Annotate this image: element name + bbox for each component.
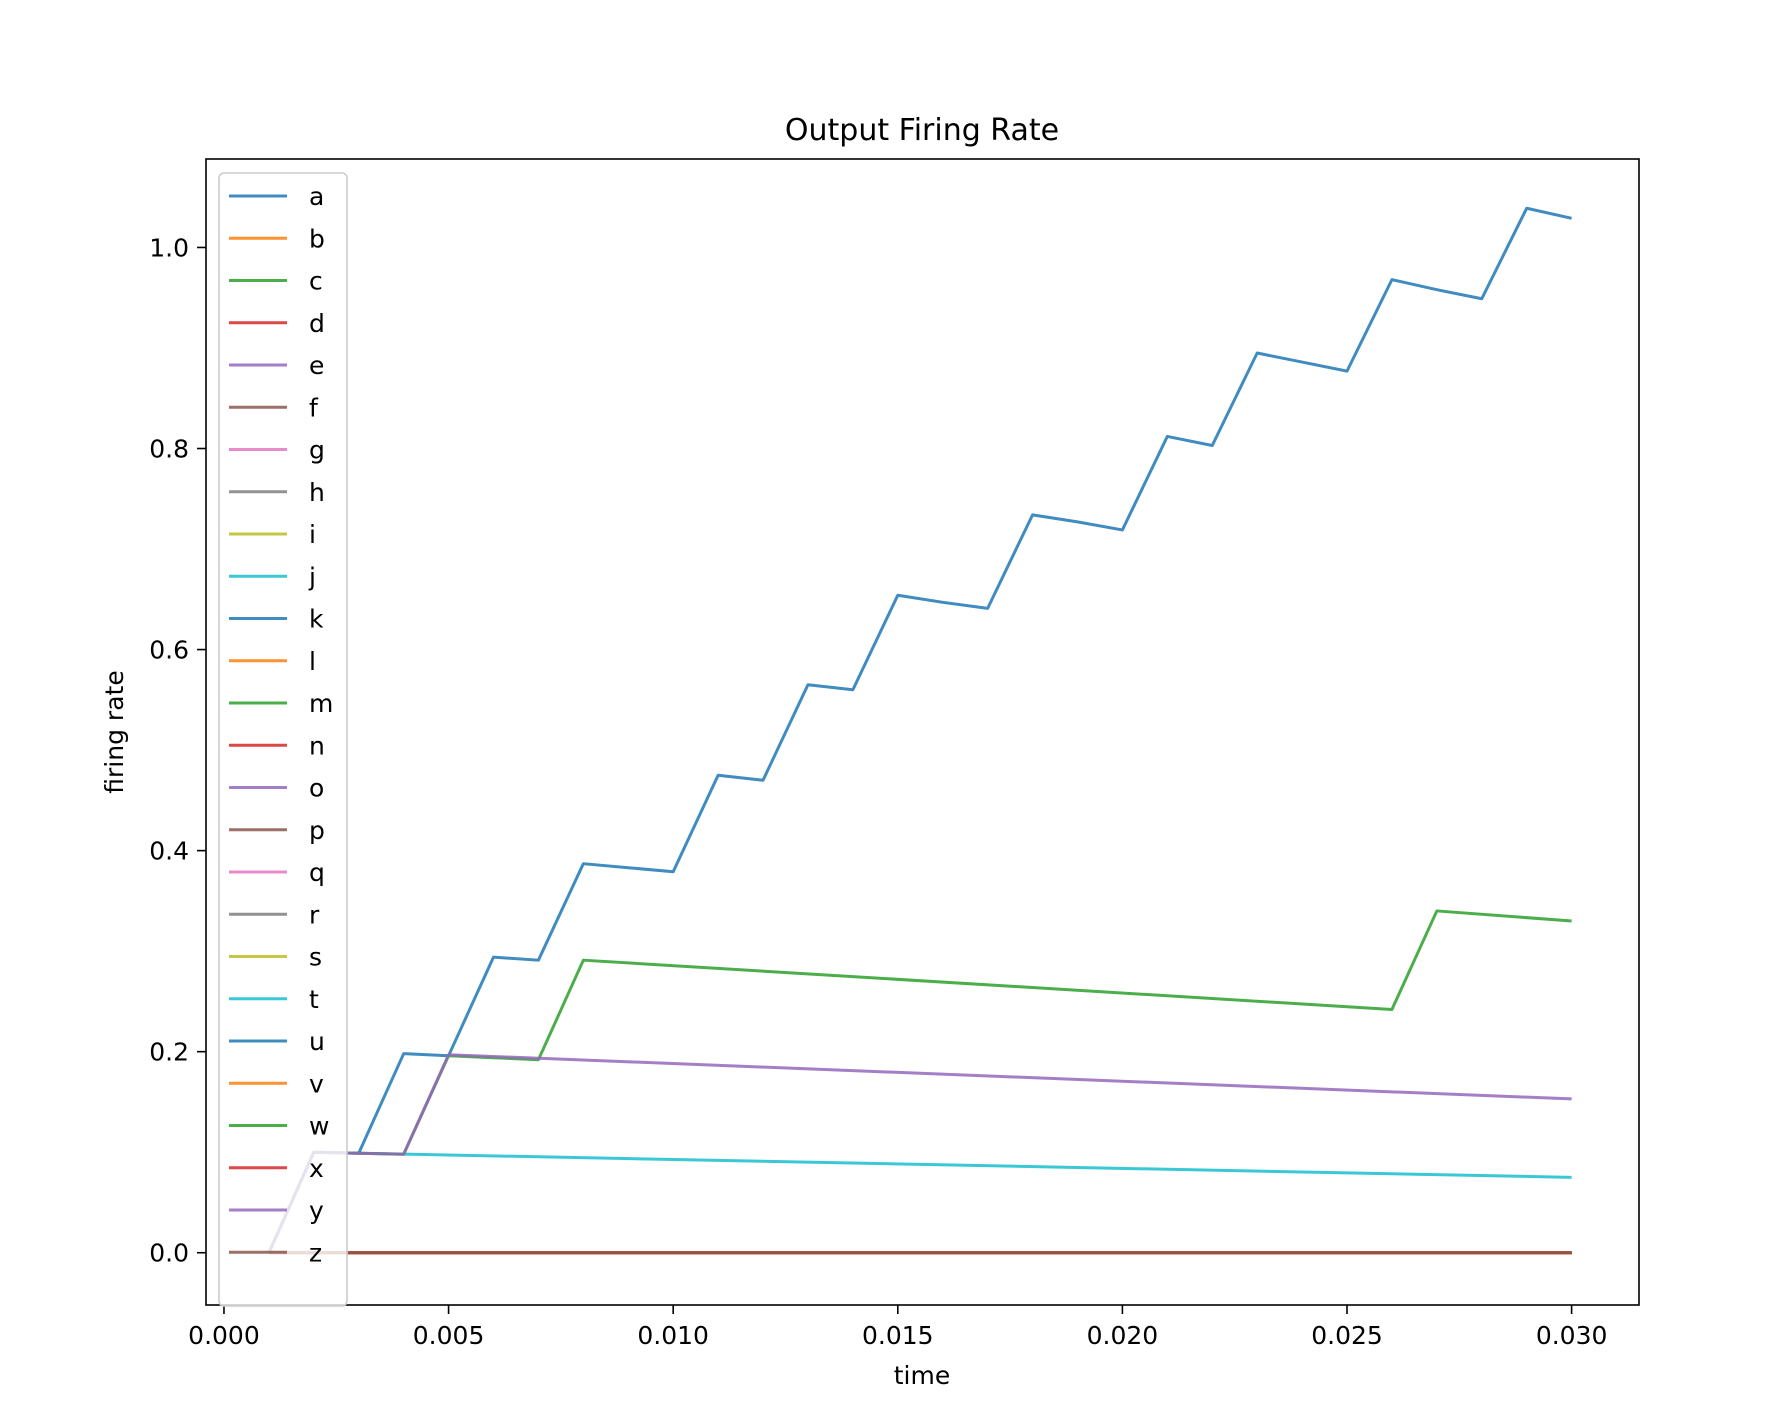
x-tick-label: 0.030 xyxy=(1536,1321,1608,1350)
legend-label-k: k xyxy=(309,605,324,634)
legend-label-u: u xyxy=(309,1027,325,1056)
legend-label-j: j xyxy=(308,562,316,591)
legend-label-e: e xyxy=(309,351,324,380)
x-tick-label: 0.025 xyxy=(1311,1321,1383,1350)
y-tick-label: 0.2 xyxy=(149,1038,189,1067)
legend-label-c: c xyxy=(309,267,323,296)
y-axis-label: firing rate xyxy=(100,670,129,793)
legend-label-q: q xyxy=(309,858,325,887)
legend-label-v: v xyxy=(309,1069,324,1098)
x-tick-label: 0.000 xyxy=(188,1321,260,1350)
legend-label-w: w xyxy=(309,1112,329,1141)
x-tick-label: 0.020 xyxy=(1087,1321,1159,1350)
x-axis-label: time xyxy=(894,1361,950,1390)
legend-label-l: l xyxy=(309,647,316,676)
legend-label-f: f xyxy=(309,393,319,422)
legend-label-m: m xyxy=(309,689,333,718)
y-tick-label: 0.4 xyxy=(149,837,189,866)
plot-frame xyxy=(205,158,1640,1306)
series-layer xyxy=(267,206,1572,1255)
x-tick-label: 0.010 xyxy=(637,1321,709,1350)
legend-label-p: p xyxy=(309,816,325,845)
legend-label-y: y xyxy=(309,1196,324,1225)
legend-label-n: n xyxy=(309,731,325,760)
x-axis: 0.000 0.005 0.010 0.015 0.020 0.025 0.030 xyxy=(188,1305,1607,1350)
legend-label-x: x xyxy=(309,1154,324,1183)
legend-label-o: o xyxy=(309,774,324,803)
series-line-u xyxy=(267,206,1572,1254)
legend-label-h: h xyxy=(309,478,325,507)
y-tick-label: 1.0 xyxy=(149,233,189,262)
legend-label-i: i xyxy=(309,520,316,549)
legend-label-t: t xyxy=(309,985,319,1014)
legend-label-r: r xyxy=(309,900,320,929)
chart-title: Output Firing Rate xyxy=(785,113,1059,148)
legend-label-z: z xyxy=(309,1238,322,1267)
legend-box xyxy=(218,172,348,1307)
y-axis: 0.0 0.2 0.4 0.6 0.8 1.0 xyxy=(149,233,206,1268)
legend-label-s: s xyxy=(309,943,322,972)
legend-label-a: a xyxy=(309,182,324,211)
y-tick-label: 0.0 xyxy=(149,1239,189,1268)
y-tick-label: 0.8 xyxy=(149,435,189,464)
legend-label-d: d xyxy=(309,309,325,338)
legend-label-b: b xyxy=(309,224,325,253)
x-tick-label: 0.015 xyxy=(862,1321,934,1350)
x-tick-label: 0.005 xyxy=(413,1321,485,1350)
legend-label-g: g xyxy=(309,436,325,465)
y-tick-label: 0.6 xyxy=(149,636,189,665)
